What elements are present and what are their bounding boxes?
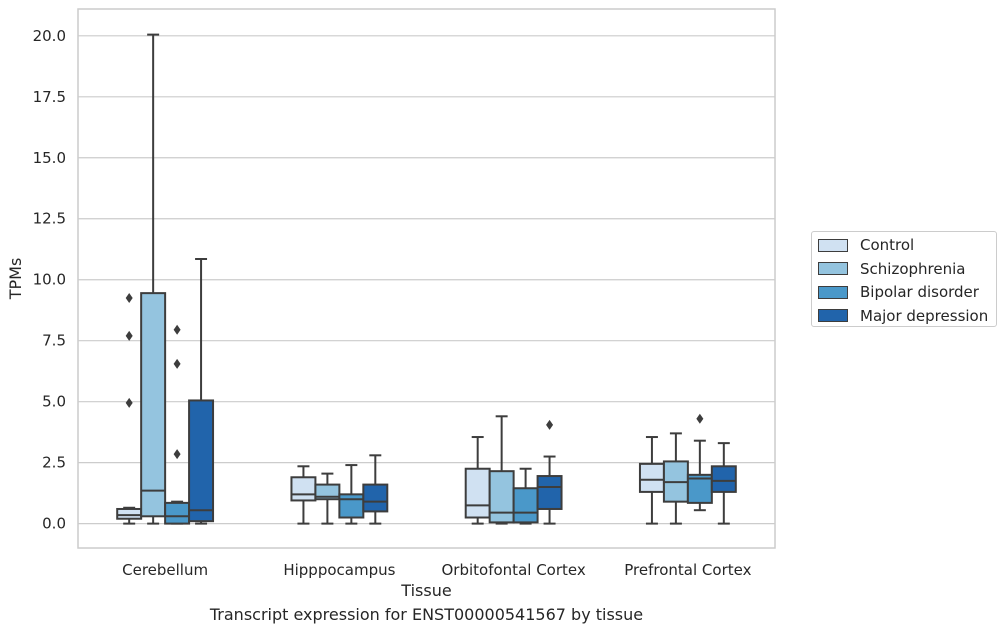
legend-label: Control bbox=[860, 236, 915, 254]
legend-label: Schizophrenia bbox=[860, 259, 966, 278]
outlier-point bbox=[173, 358, 181, 369]
box bbox=[314, 483, 341, 501]
outlier-point bbox=[173, 449, 181, 460]
plot-frame bbox=[77, 8, 776, 549]
y-tick-label: 10.0 bbox=[33, 271, 66, 289]
y-tick-label: 7.5 bbox=[42, 332, 66, 350]
x-tick-label: Prefrontal Cortex bbox=[624, 561, 751, 579]
x-tick-label: Hipppocampus bbox=[283, 561, 395, 579]
box bbox=[116, 507, 143, 520]
box bbox=[362, 483, 389, 513]
y-tick-label: 2.5 bbox=[42, 454, 66, 472]
legend-item: Bipolar disorder bbox=[818, 281, 979, 303]
legend-swatch bbox=[818, 262, 848, 275]
outlier-point bbox=[125, 397, 133, 408]
box bbox=[710, 465, 737, 493]
legend-label: Bipolar disorder bbox=[860, 283, 979, 301]
legend-item: Control bbox=[818, 234, 914, 256]
box bbox=[638, 462, 665, 493]
x-tick-label: Cerebellum bbox=[122, 561, 208, 579]
box bbox=[140, 292, 167, 518]
y-axis-label: TPMs bbox=[6, 258, 25, 301]
box bbox=[536, 475, 563, 510]
legend-swatch bbox=[818, 309, 848, 322]
legend-swatch bbox=[818, 285, 848, 299]
box bbox=[188, 399, 215, 523]
box bbox=[290, 476, 317, 502]
legend-swatch bbox=[818, 238, 848, 252]
outlier-point bbox=[125, 293, 133, 304]
y-tick-label: 12.5 bbox=[33, 210, 66, 228]
legend-item: Major depression bbox=[818, 305, 988, 327]
legend-label: Major depression bbox=[860, 306, 989, 325]
legend: Control Schizophrenia Bipolar disorder Majo… bbox=[811, 231, 997, 327]
x-tick-label: Orbitofontal Cortex bbox=[442, 561, 586, 579]
y-tick-label: 20.0 bbox=[33, 27, 66, 45]
outlier-point bbox=[546, 419, 554, 430]
x-axis-label: Tissue bbox=[400, 581, 451, 600]
y-tick-label: 5.0 bbox=[42, 393, 66, 411]
box bbox=[512, 487, 539, 524]
box bbox=[488, 470, 515, 524]
box bbox=[164, 501, 191, 525]
legend-item: Schizophrenia bbox=[818, 258, 965, 280]
y-tick-label: 0.0 bbox=[42, 515, 66, 533]
outlier-point bbox=[696, 413, 704, 424]
y-tick-label: 15.0 bbox=[33, 149, 66, 167]
box bbox=[338, 493, 365, 519]
box bbox=[464, 467, 491, 519]
outlier-point bbox=[173, 324, 181, 335]
y-tick-label: 17.5 bbox=[33, 88, 66, 106]
outlier-point bbox=[125, 330, 133, 341]
chart-caption: Transcript expression for ENST0000054156… bbox=[209, 605, 644, 624]
